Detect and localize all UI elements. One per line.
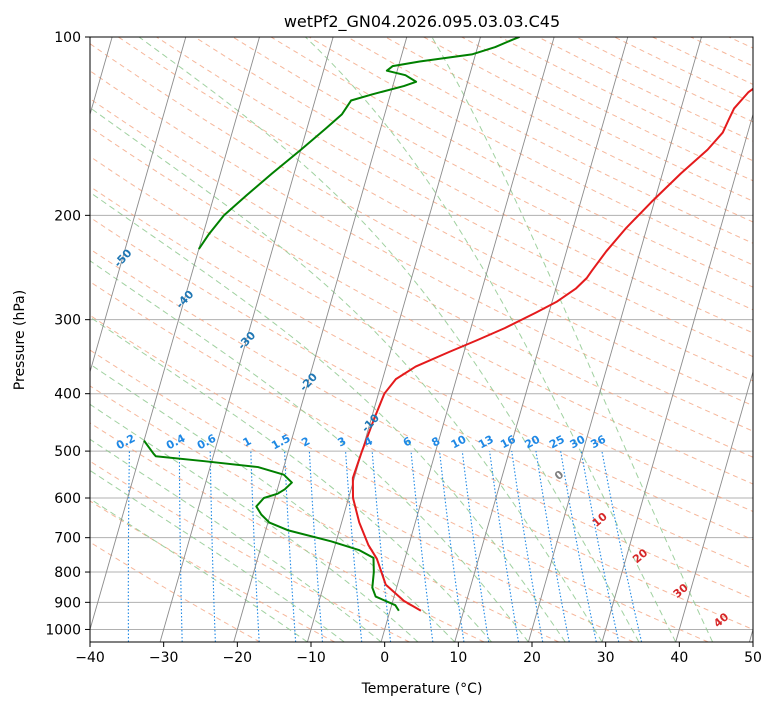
isotherm: [527, 37, 702, 642]
dry-adiabat: [90, 155, 753, 513]
dry-adiabat: [156, 37, 753, 358]
mixing-ratio-label: 30: [568, 433, 588, 452]
isotherm: [675, 370, 753, 642]
y-tick-label: 700: [54, 531, 81, 547]
pressure-gridlines: [90, 37, 753, 630]
x-axis-ticks: −40 −30 −20 −10 0 10 20 30 40 50: [75, 642, 762, 666]
mixing-ratio-line: [371, 451, 392, 642]
y-tick-label: 900: [54, 595, 81, 611]
y-tick-label: 600: [54, 491, 81, 507]
isotherm: [233, 37, 408, 642]
dry-adiabat: [90, 314, 709, 642]
mixing-ratio-line: [345, 451, 363, 642]
dry-adiabat: [90, 70, 753, 432]
mixing-ratio-line: [284, 451, 297, 642]
mixing-ratio-line: [250, 451, 260, 642]
dry-adiabat: [90, 126, 753, 485]
moist-adiabat: [90, 191, 566, 642]
mixing-ratio-lines: [127, 450, 643, 642]
mixing-ratio-line: [601, 450, 643, 642]
x-tick-label: 30: [597, 650, 615, 666]
dry-adiabat: [90, 422, 485, 642]
y-tick-label: 200: [54, 208, 81, 224]
isotherm: [90, 37, 260, 632]
y-tick-label: 400: [54, 387, 81, 403]
y-tick-label: 300: [54, 313, 81, 329]
moist-adiabats: [90, 37, 714, 642]
dry-adiabat: [90, 248, 753, 600]
x-tick-label: 10: [449, 650, 467, 666]
mixing-ratio-line: [178, 451, 183, 642]
isotherm: [306, 37, 481, 642]
mixing-ratio-label: 36: [588, 433, 608, 452]
y-tick-label: 800: [54, 565, 81, 581]
y-axis-label: Pressure (hPa): [12, 290, 28, 390]
plot-frame: [89, 36, 754, 643]
dewpoint-line: [143, 440, 400, 612]
dry-adiabat: [90, 281, 753, 630]
moist-adiabat: [90, 260, 529, 642]
isotherm: [601, 112, 753, 642]
dry-adiabat: [90, 185, 753, 541]
mixing-ratio-line: [308, 451, 324, 642]
plot-area: -100-90-80-70-60-50-40-30-20-100.10.20.4…: [90, 37, 753, 642]
dry-adiabat: [118, 37, 753, 382]
moist-adiabat: [138, 37, 640, 642]
moist-adiabat: [90, 498, 308, 642]
isotherm: [380, 37, 555, 642]
dewpoint_upper-line: [197, 37, 520, 250]
mixing-ratio-label: 13: [476, 433, 496, 452]
temperature-line: [351, 87, 753, 612]
dry-adiabat: [90, 349, 634, 642]
x-tick-label: −20: [223, 650, 253, 666]
mixing-ratio-label: 25: [547, 433, 567, 452]
moist-adiabat: [305, 37, 677, 642]
x-tick-label: 20: [523, 650, 541, 666]
mixing-ratio-label: 20: [523, 433, 543, 452]
sounding-curves: [143, 37, 753, 612]
dry-adiabat: [90, 541, 261, 642]
x-tick-label: −10: [296, 650, 326, 666]
chart-title: wetPf2_GN04.2026.095.03.03.C45: [284, 12, 560, 32]
mixing-ratio-line: [580, 451, 620, 642]
moist-adiabat: [90, 316, 492, 642]
x-tick-label: 40: [670, 650, 688, 666]
y-tick-label: 100: [54, 30, 81, 46]
dry-adiabat: [232, 37, 753, 311]
x-tick-label: 0: [380, 650, 389, 666]
mixing-ratio-line: [209, 451, 216, 642]
y-axis-ticks: 100 200 300 400 500 600 700 800 900 1000: [45, 30, 90, 638]
moist-adiabat: [90, 469, 345, 642]
x-tick-label: −40: [75, 650, 105, 666]
moist-adiabat: [90, 438, 382, 642]
isotherm: [454, 37, 629, 642]
x-axis-label: Temperature (°C): [361, 681, 483, 697]
moist-adiabat: [431, 37, 714, 642]
mixing-ratio-label: 10: [449, 433, 469, 452]
x-tick-label: 50: [744, 650, 762, 666]
y-tick-label: 500: [54, 444, 81, 460]
mixing-ratio-label: 16: [498, 433, 518, 452]
moist-adiabat: [90, 363, 456, 642]
x-tick-label: −30: [149, 650, 179, 666]
moist-adiabat: [90, 107, 603, 642]
y-tick-label: 1000: [45, 622, 81, 638]
isotherms: [90, 37, 753, 642]
isotherm: [90, 37, 187, 374]
isotherm: [159, 37, 334, 642]
